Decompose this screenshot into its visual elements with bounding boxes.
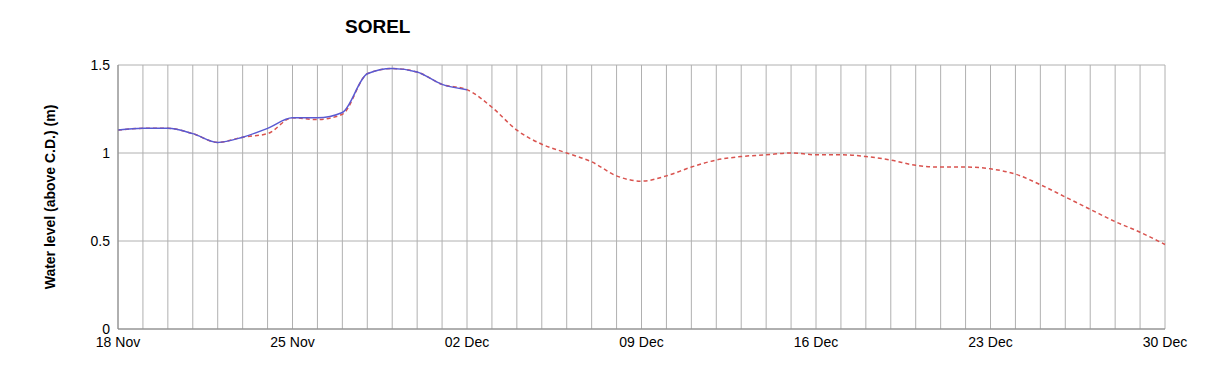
svg-text:16 Dec: 16 Dec: [794, 334, 838, 350]
svg-text:1.5: 1.5: [91, 57, 111, 73]
svg-text:0: 0: [102, 321, 110, 337]
svg-text:09 Dec: 09 Dec: [619, 334, 663, 350]
html-text:SOREL: SOREL: [345, 16, 411, 37]
svg-text:18 Nov: 18 Nov: [95, 333, 141, 350]
svg-text:0.5: 0.5: [91, 233, 111, 249]
svg-text:Water level (above C.D.) (m): Water level (above C.D.) (m): [42, 105, 58, 290]
svg-text:02 Dec: 02 Dec: [445, 334, 489, 350]
svg-text:25 Nov: 25 Nov: [270, 334, 314, 350]
svg-text:30 Dec: 30 Dec: [1143, 334, 1187, 350]
svg-text:23 Dec: 23 Dec: [968, 334, 1012, 350]
svg-text:1: 1: [102, 145, 110, 161]
